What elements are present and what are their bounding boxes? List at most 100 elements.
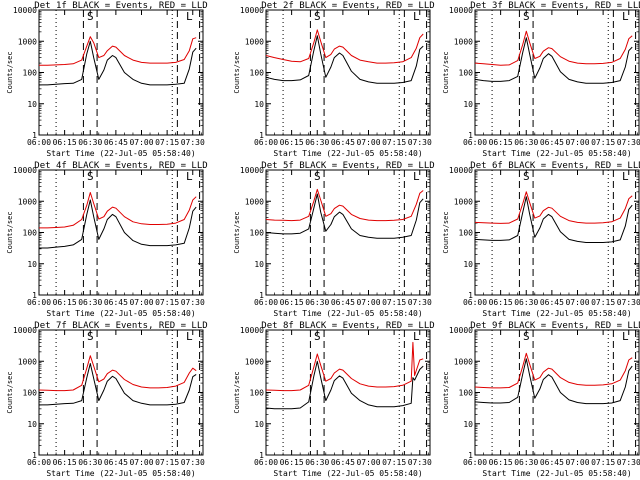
interval-label-s: S: [523, 10, 530, 23]
panel-title: Det 6f BLACK = Events, RED = LLD: [470, 161, 640, 171]
y-tick-label: 10: [463, 260, 473, 269]
x-tick-label: 07:00: [565, 138, 589, 147]
x-tick-label: 06:00: [463, 298, 487, 307]
y-tick-label: 10: [463, 420, 473, 429]
panel-title: Det 5f BLACK = Events, RED = LLD: [261, 161, 434, 171]
x-axis-label: Start Time (22-Jul-05 05:58:40): [46, 309, 195, 318]
detector-panel-9: Det 9f BLACK = Events, RED = LLD 1 10 100 10…: [442, 321, 640, 478]
x-tick-label: 06:00: [27, 458, 51, 467]
x-axis-label: Start Time (22-Jul-05 05:58:40): [482, 469, 631, 478]
detector-panel-3: Det 3f BLACK = Events, RED = LLD 1 10 100 10…: [442, 1, 640, 158]
x-tick-label: 06:45: [540, 458, 564, 467]
x-tick-label: 06:15: [53, 298, 77, 307]
y-tick-label: 1: [32, 291, 37, 300]
lld-series-line: [474, 30, 633, 66]
y-tick-label: 10000: [13, 6, 37, 15]
x-tick-label: 06:15: [489, 138, 513, 147]
interval-label-l: L: [622, 330, 629, 343]
events-series-line: [474, 358, 633, 405]
x-tick-label: 06:30: [305, 298, 329, 307]
panel-title: Det 8f BLACK = Events, RED = LLD: [261, 321, 434, 331]
x-tick-label: 07:00: [356, 138, 380, 147]
y-tick-label: 10: [254, 100, 264, 109]
x-tick-label: 07:00: [356, 298, 380, 307]
x-tick-label: 06:30: [514, 138, 538, 147]
x-tick-label: 06:30: [514, 298, 538, 307]
y-tick-label: 10: [463, 100, 473, 109]
x-axis-label: Start Time (22-Jul-05 05:58:40): [273, 469, 422, 478]
x-tick-label: 06:30: [514, 458, 538, 467]
y-tick-label: 100: [23, 389, 38, 398]
interval-label-l: L: [186, 170, 193, 183]
detector-panel-4: Det 4f BLACK = Events, RED = LLD 1 10 100 10…: [6, 161, 208, 318]
y-tick-label: 10000: [13, 326, 37, 335]
y-tick-label: 10: [27, 420, 37, 429]
interval-label-s: S: [87, 170, 94, 183]
x-tick-label: 07:30: [408, 298, 432, 307]
x-tick-label: 07:30: [181, 298, 205, 307]
x-tick-label: 06:00: [27, 298, 51, 307]
x-tick-label: 06:15: [53, 458, 77, 467]
events-series-line: [474, 196, 633, 243]
x-axis-label: Start Time (22-Jul-05 05:58:40): [273, 309, 422, 318]
y-tick-label: 10: [27, 260, 37, 269]
y-tick-label: 100: [459, 229, 474, 238]
x-tick-label: 07:30: [617, 298, 640, 307]
y-tick-label: 100: [459, 69, 474, 78]
x-tick-label: 07:15: [382, 138, 406, 147]
y-tick-label: 100: [250, 69, 265, 78]
events-series-line: [265, 193, 424, 239]
interval-label-l: L: [413, 10, 420, 23]
x-tick-label: 07:00: [356, 458, 380, 467]
x-tick-label: 06:15: [489, 298, 513, 307]
detector-panel-1: Det 1f BLACK = Events, RED = LLD 1 10 100 10…: [6, 1, 208, 158]
x-tick-label: 07:15: [591, 138, 615, 147]
x-tick-label: 07:30: [617, 138, 640, 147]
interval-label-l: L: [622, 170, 629, 183]
x-tick-label: 07:15: [591, 458, 615, 467]
y-tick-label: 10: [254, 420, 264, 429]
x-tick-label: 07:30: [181, 458, 205, 467]
y-axis-label: Counts/sec: [233, 371, 241, 413]
interval-label-s: S: [314, 10, 321, 23]
events-series-line: [265, 360, 424, 410]
events-series-line: [39, 199, 197, 249]
lld-series-line: [474, 352, 633, 389]
interval-label-l: L: [413, 170, 420, 183]
y-tick-label: 1: [32, 131, 37, 140]
y-tick-label: 1000: [18, 37, 37, 46]
lld-series-line: [39, 36, 197, 66]
x-axis-label: Start Time (22-Jul-05 05:58:40): [482, 149, 631, 158]
interval-label-l: L: [186, 330, 193, 343]
y-tick-label: 100: [250, 229, 265, 238]
panel-title: Det 3f BLACK = Events, RED = LLD: [470, 1, 640, 11]
detector-panel-7: Det 7f BLACK = Events, RED = LLD 1 10 100 10…: [6, 321, 208, 478]
x-axis-label: Start Time (22-Jul-05 05:58:40): [482, 309, 631, 318]
y-axis-label: Counts/sec: [233, 211, 241, 253]
interval-label-s: S: [314, 170, 321, 183]
lld-series-line: [39, 192, 197, 229]
detector-panel-8: Det 8f BLACK = Events, RED = LLD 1 10 100 10…: [233, 321, 435, 478]
y-tick-label: 1: [259, 131, 264, 140]
lld-series-line: [265, 188, 424, 222]
x-tick-label: 06:45: [331, 458, 355, 467]
x-tick-label: 07:00: [129, 458, 153, 467]
x-tick-label: 07:30: [617, 458, 640, 467]
lld-series-line: [265, 29, 424, 64]
interval-label-l: L: [186, 10, 193, 23]
y-tick-label: 1000: [18, 197, 37, 206]
y-tick-label: 100: [23, 229, 38, 238]
x-tick-label: 06:00: [254, 298, 278, 307]
x-tick-label: 06:15: [53, 138, 77, 147]
x-tick-label: 07:15: [591, 298, 615, 307]
y-tick-label: 10000: [240, 6, 264, 15]
y-tick-label: 1: [259, 451, 264, 460]
events-series-line: [265, 35, 424, 84]
interval-label-l: L: [622, 10, 629, 23]
x-tick-label: 07:00: [129, 138, 153, 147]
events-series-line: [39, 363, 197, 406]
y-axis-label: Counts/sec: [442, 371, 450, 413]
y-tick-label: 1: [468, 291, 473, 300]
